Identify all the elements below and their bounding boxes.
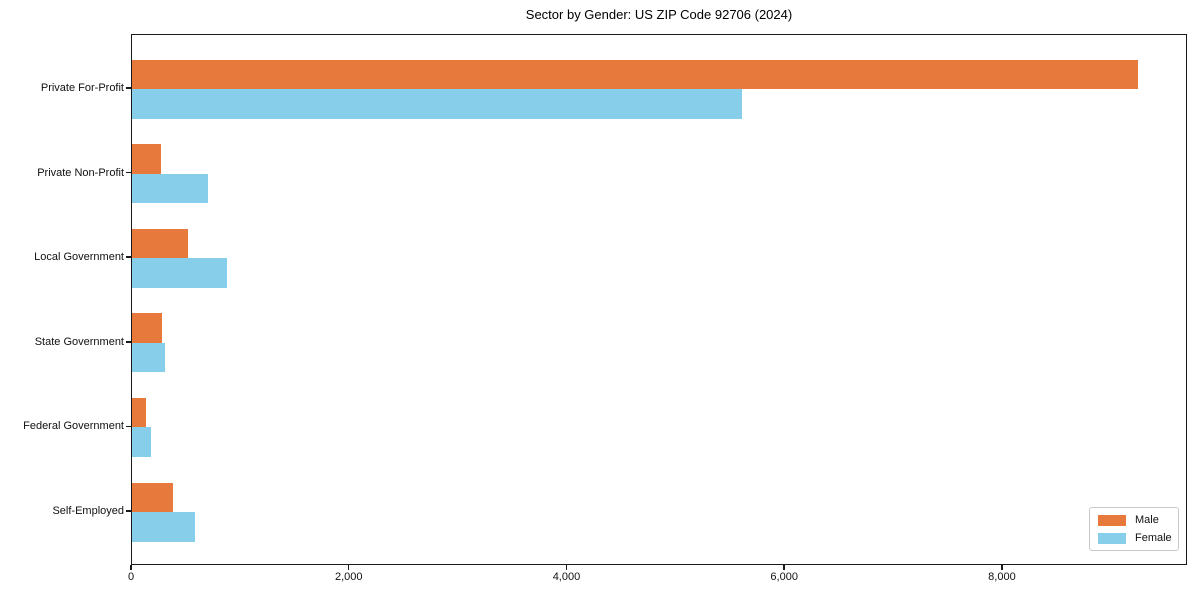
x-axis-tick [1001, 565, 1003, 570]
legend: Male Female [1089, 507, 1179, 551]
y-axis-tick [126, 256, 131, 258]
x-axis-tick [783, 565, 785, 570]
y-axis-label-private-for-profit: Private For-Profit [40, 82, 124, 94]
y-axis-tick [126, 87, 131, 89]
y-axis-label-federal-government: Federal Government [23, 420, 124, 433]
legend-label-female: Female [1135, 532, 1172, 544]
y-axis-tick [126, 341, 131, 343]
bar-male-state-government [132, 313, 163, 343]
x-axis-tick [565, 565, 568, 570]
bar-female-self-employed [132, 512, 196, 542]
bar-male-private-for-profit [132, 59, 1138, 89]
female-series-swatch-icon [1098, 532, 1126, 544]
y-axis-label-local-government: Local Government [34, 251, 124, 264]
bar-female-local-government [132, 258, 227, 288]
chart-title: Sector by Gender: US ZIP Code 92706 (202… [525, 7, 793, 22]
y-axis-label-state-government: State Government [34, 335, 124, 348]
bar-female-federal-government [132, 427, 152, 457]
x-axis-tick [347, 565, 350, 570]
bar-male-self-employed [132, 482, 174, 512]
legend-item-female: Female [1098, 532, 1172, 544]
bar-female-private-non-profit [132, 173, 209, 204]
y-axis-tick [126, 510, 131, 512]
legend-label-male: Male [1135, 514, 1159, 526]
bar-male-private-non-profit [132, 144, 162, 174]
bar-female-private-for-profit [132, 89, 742, 119]
y-axis-label-self-employed: Self-Employed [52, 505, 124, 517]
y-axis-tick [126, 425, 131, 428]
x-axis-tick [130, 565, 132, 570]
x-axis-label-8-000: 8,000 [988, 571, 1016, 583]
x-axis-label-4-000: 4,000 [552, 571, 581, 583]
male-series-swatch-icon [1098, 514, 1126, 526]
legend-item-male: Male [1098, 514, 1170, 526]
bar-male-local-government [132, 228, 189, 259]
y-axis-label-private-non-profit: Private Non-Profit [37, 166, 124, 179]
x-axis-label-2-000: 2,000 [334, 571, 363, 583]
x-axis-label-6-000: 6,000 [770, 571, 798, 583]
bar-female-state-government [132, 342, 166, 373]
bar-male-federal-government [132, 397, 147, 428]
x-axis-label-0: 0 [127, 571, 135, 583]
y-axis-tick [126, 171, 131, 174]
plot-area [131, 34, 1187, 565]
